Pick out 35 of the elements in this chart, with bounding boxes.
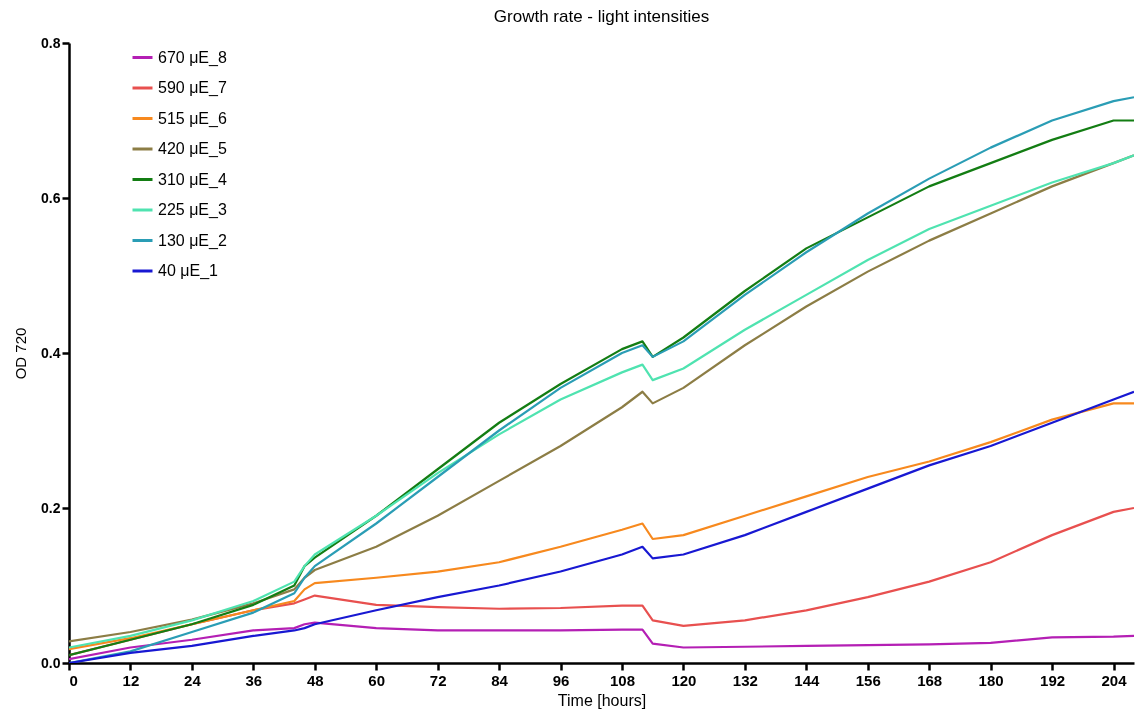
x-tick-label: 192	[1040, 671, 1066, 689]
legend-label: 420 μE_5	[158, 140, 227, 158]
y-tick-label: 0.6	[41, 189, 61, 206]
y-tick-label: 0.4	[41, 344, 61, 361]
y-tick-label: 0.8	[41, 34, 61, 51]
x-tick-label: 108	[609, 671, 635, 689]
y-tick-label: 0.0	[41, 654, 61, 671]
x-tick-label: 60	[368, 671, 386, 689]
x-axis-title: Time [hours]	[557, 691, 647, 709]
x-tick-label: 132	[732, 671, 758, 689]
x-tick-label: 36	[245, 671, 263, 689]
x-tick-label: 96	[552, 671, 570, 689]
x-tick-label: 0	[69, 671, 78, 689]
line-series	[69, 621, 1134, 661]
legend-label: 670 μE_8	[158, 48, 227, 67]
y-axis-title: OD 720	[12, 327, 30, 380]
x-tick-label: 180	[978, 671, 1004, 689]
legend-label: 130 μE_2	[158, 231, 227, 250]
legend-label: 590 μE_7	[158, 79, 227, 97]
chart-title: Growth rate - light intensities	[493, 7, 710, 26]
x-tick-label: 12	[122, 671, 140, 689]
x-tick-label: 168	[917, 671, 943, 689]
x-tick-label: 156	[855, 671, 881, 689]
x-tick-label: 84	[491, 671, 509, 689]
y-tick-label: 0.2	[41, 499, 61, 516]
x-tick-label: 72	[429, 671, 447, 689]
x-tick-label: 24	[184, 671, 202, 689]
legend-label: 310 μE_4	[158, 170, 227, 189]
x-tick-label: 144	[794, 671, 820, 689]
legend-label: 40 μE_1	[158, 262, 219, 280]
x-tick-label: 120	[671, 671, 697, 689]
legend-label: 515 μE_6	[158, 109, 227, 128]
x-tick-label: 48	[306, 671, 324, 689]
legend-label: 225 μE_3	[158, 201, 227, 219]
x-tick-label: 204	[1101, 671, 1128, 689]
